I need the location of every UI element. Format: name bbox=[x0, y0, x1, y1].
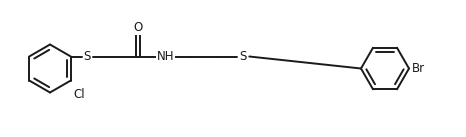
Text: NH: NH bbox=[157, 50, 174, 63]
Text: O: O bbox=[133, 21, 143, 34]
Text: Br: Br bbox=[411, 62, 425, 75]
Text: Cl: Cl bbox=[73, 88, 85, 101]
Text: S: S bbox=[83, 50, 90, 63]
Text: S: S bbox=[240, 50, 247, 63]
